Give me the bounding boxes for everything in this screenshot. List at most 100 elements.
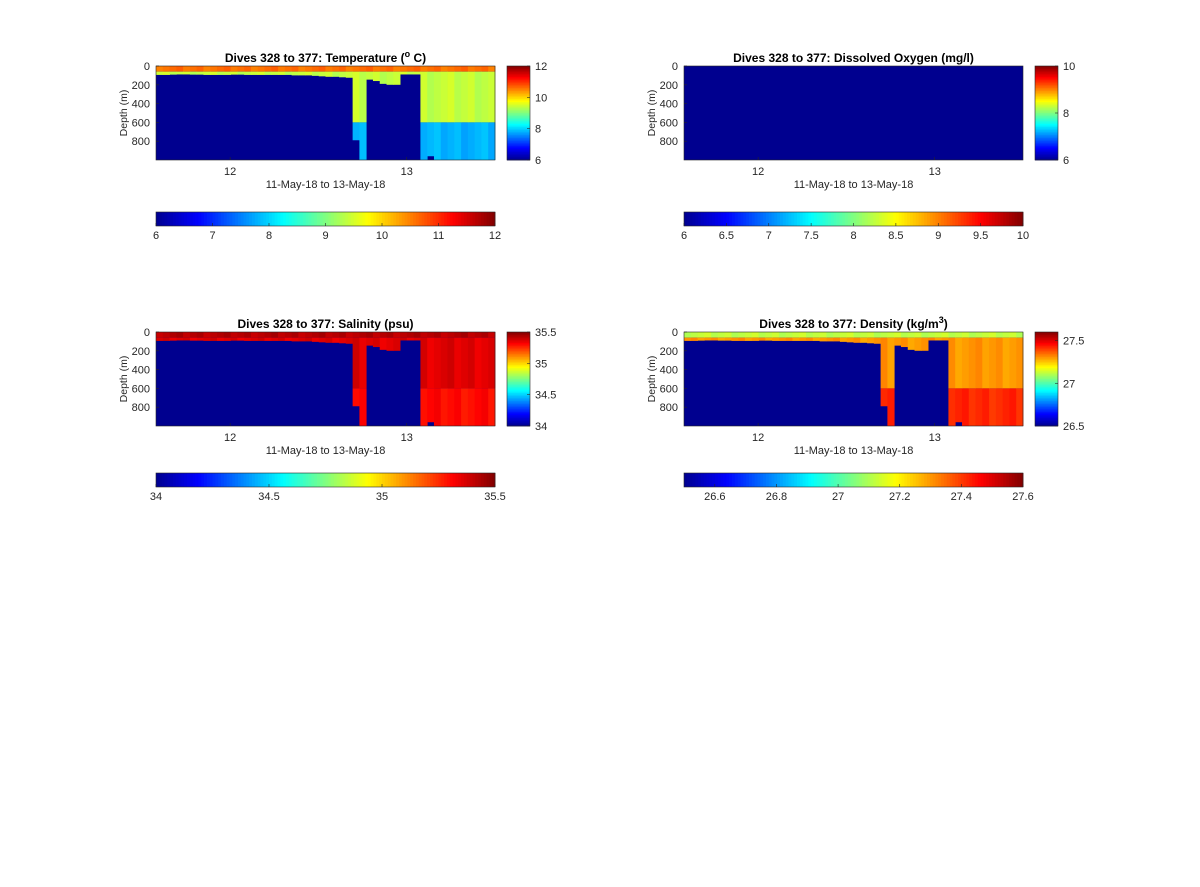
data-cell xyxy=(887,332,895,338)
side-colorbar-segment xyxy=(507,407,530,410)
side-colorbar-segment xyxy=(507,418,530,421)
bottom-colorbar-segment xyxy=(271,473,276,487)
bottom-colorbar-segment xyxy=(452,473,456,487)
bottom-colorbar-segment xyxy=(215,473,219,487)
bottom-colorbar-label: 35.5 xyxy=(484,491,505,503)
x-axis-label: 11-May-18 to 13-May-18 xyxy=(266,445,386,457)
data-cell xyxy=(230,71,238,75)
bottom-colorbar-segment xyxy=(308,473,312,487)
data-cell xyxy=(914,332,922,338)
bottom-colorbar-segment xyxy=(438,473,442,487)
side-colorbar-segment xyxy=(507,361,530,364)
data-cell xyxy=(162,71,170,75)
bottom-colorbar-segment xyxy=(949,473,953,487)
bottom-colorbar-segment xyxy=(878,473,883,487)
data-cell xyxy=(447,337,455,389)
data-cell xyxy=(244,66,252,72)
side-colorbar-segment xyxy=(1035,69,1058,72)
bottom-colorbar-segment xyxy=(717,473,722,487)
side-colorbar-segment xyxy=(507,78,530,81)
bottom-colorbar-segment xyxy=(963,473,967,487)
data-cell xyxy=(806,337,814,341)
bottom-colorbar-segment xyxy=(952,212,956,226)
data-cell xyxy=(156,71,164,75)
y-tick-label: 200 xyxy=(660,80,678,92)
data-cell xyxy=(250,66,259,72)
side-colorbar-label: 6 xyxy=(535,155,541,167)
data-cell xyxy=(400,66,408,72)
bottom-colorbar-segment xyxy=(322,212,326,226)
bottom-colorbar-label: 8 xyxy=(850,230,856,242)
side-colorbar-segment xyxy=(507,158,530,161)
data-cell xyxy=(352,122,360,141)
data-cell xyxy=(481,337,489,389)
data-cell xyxy=(684,332,692,338)
data-cell xyxy=(420,337,428,389)
bottom-colorbar-segment xyxy=(760,473,764,487)
bottom-colorbar-segment xyxy=(319,473,324,487)
data-cell xyxy=(393,71,401,85)
data-cell xyxy=(379,337,387,350)
data-cell xyxy=(745,332,753,338)
data-cell xyxy=(826,337,834,342)
data-cell xyxy=(961,332,970,338)
bottom-colorbar-segment xyxy=(901,212,905,226)
bottom-colorbar-segment xyxy=(740,473,744,487)
bottom-colorbar-segment xyxy=(887,212,891,226)
data-cell xyxy=(900,337,909,348)
data-cell xyxy=(291,337,299,342)
data-cell xyxy=(880,337,888,389)
side-colorbar-segment xyxy=(1035,397,1058,400)
side-colorbar-segment xyxy=(507,69,530,72)
side-colorbar-segment xyxy=(507,105,530,108)
bottom-colorbar-segment xyxy=(246,473,250,487)
data-cell xyxy=(440,388,448,426)
bottom-colorbar-segment xyxy=(703,473,707,487)
bottom-colorbar-segment xyxy=(720,212,724,226)
bottom-colorbar-segment xyxy=(435,473,439,487)
bottom-colorbar-segment xyxy=(825,473,829,487)
bottom-colorbar-segment xyxy=(212,473,216,487)
bottom-colorbar-segment xyxy=(444,473,448,487)
side-colorbar-segment xyxy=(507,116,530,119)
bottom-colorbar-segment xyxy=(297,212,301,226)
bottom-colorbar-segment xyxy=(226,212,230,226)
bottom-colorbar-segment xyxy=(864,473,869,487)
data-cell xyxy=(278,337,286,341)
data-cell xyxy=(352,66,360,72)
bottom-colorbar-segment xyxy=(771,473,775,487)
bottom-colorbar-segment xyxy=(167,212,171,226)
bottom-colorbar-segment xyxy=(946,212,950,226)
side-colorbar-segment xyxy=(1035,158,1058,161)
bottom-colorbar-label: 7 xyxy=(766,230,772,242)
bottom-colorbar-segment xyxy=(472,473,476,487)
bottom-colorbar-segment xyxy=(317,212,321,226)
bottom-colorbar-segment xyxy=(1003,212,1007,226)
bottom-colorbar-segment xyxy=(198,473,202,487)
data-cell xyxy=(210,337,218,341)
bottom-colorbar-segment xyxy=(833,473,837,487)
side-colorbar-segment xyxy=(1035,424,1058,427)
bottom-colorbar-segment xyxy=(232,212,236,226)
chart-title: Dives 328 to 377: Temperature (o C) xyxy=(225,49,426,65)
bottom-colorbar-segment xyxy=(808,212,812,226)
bottom-colorbar-segment xyxy=(209,212,213,226)
bottom-colorbar-segment xyxy=(252,212,256,226)
side-colorbar-segment xyxy=(1035,153,1058,156)
x-tick-label: 12 xyxy=(752,432,764,444)
data-cell xyxy=(880,388,888,407)
bottom-colorbar-segment xyxy=(700,473,705,487)
x-tick-label: 12 xyxy=(752,166,764,178)
bottom-colorbar-segment xyxy=(791,473,795,487)
side-colorbar-segment xyxy=(507,350,530,353)
bottom-colorbar-segment xyxy=(430,473,434,487)
bottom-colorbar-segment xyxy=(732,473,736,487)
x-tick-label: 13 xyxy=(401,166,413,178)
data-cell xyxy=(461,388,469,426)
plot-area xyxy=(684,66,1023,160)
side-colorbar-segment xyxy=(507,393,530,396)
bottom-colorbar-label: 10 xyxy=(376,230,388,242)
data-cell xyxy=(948,337,956,389)
bottom-colorbar-segment xyxy=(390,212,394,226)
data-cell xyxy=(183,332,191,338)
